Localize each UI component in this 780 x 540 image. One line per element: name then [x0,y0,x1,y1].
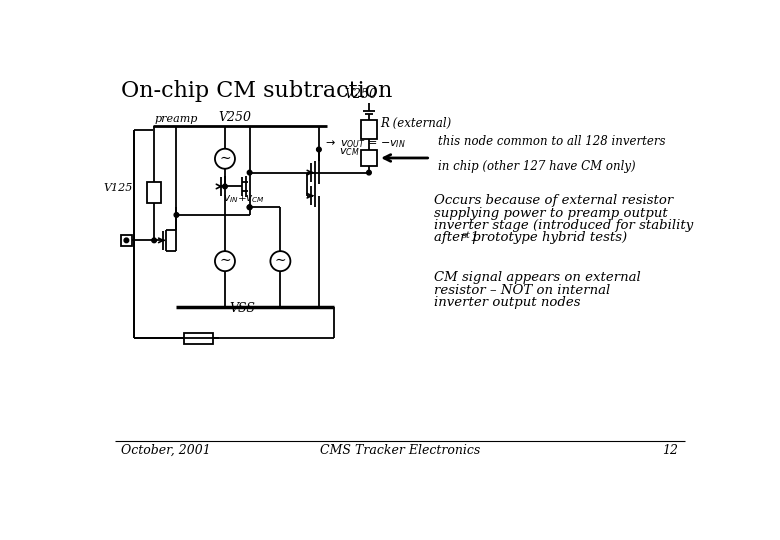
Text: inverter stage (introduced for stability: inverter stage (introduced for stability [434,219,693,232]
Circle shape [215,148,235,168]
Text: On-chip CM subtraction: On-chip CM subtraction [121,80,392,102]
Bar [147,182,161,204]
Circle shape [174,213,179,217]
Bar [121,235,132,246]
Circle shape [215,251,235,271]
Text: ∼: ∼ [219,151,231,165]
Text: 12: 12 [662,444,679,457]
Text: after 1: after 1 [434,231,480,244]
Text: ∼: ∼ [219,253,231,267]
Circle shape [317,147,321,152]
Circle shape [367,170,371,175]
Circle shape [271,251,290,271]
Text: CMS Tracker Electronics: CMS Tracker Electronics [320,444,480,457]
Text: VSS: VSS [229,302,255,315]
Text: supplying power to preamp output: supplying power to preamp output [434,207,668,220]
Circle shape [247,205,252,210]
Text: $v_{IN}$+$v_{CM}$: $v_{IN}$+$v_{CM}$ [222,193,264,205]
Text: V250: V250 [219,111,252,124]
Text: $\rightarrow$ $v_{OUT}$ = $-v_{IN}$: $\rightarrow$ $v_{OUT}$ = $-v_{IN}$ [323,138,406,150]
Text: inverter output nodes: inverter output nodes [434,296,581,309]
Circle shape [152,238,157,242]
Circle shape [222,184,227,189]
Text: R (external): R (external) [380,117,451,130]
Text: Occurs because of external resistor: Occurs because of external resistor [434,194,674,207]
Text: CM signal appears on external: CM signal appears on external [434,271,641,284]
Circle shape [247,170,252,175]
Text: October, 2001: October, 2001 [121,444,211,457]
Text: preamp: preamp [155,114,198,124]
Text: V250: V250 [345,88,378,101]
Bar [184,333,214,343]
Text: resistor – NOT on internal: resistor – NOT on internal [434,284,611,296]
Text: $v_{CM}$: $v_{CM}$ [339,146,360,158]
Text: ∼: ∼ [275,253,286,267]
Bar [361,120,377,139]
Circle shape [247,205,252,210]
Text: V125: V125 [103,184,133,193]
Text: this node common to all 128 inverters: this node common to all 128 inverters [438,135,666,148]
Circle shape [124,238,129,242]
Text: prototype hybrid tests): prototype hybrid tests) [468,231,627,244]
Text: in chip (other 127 have CM only): in chip (other 127 have CM only) [438,160,636,173]
Bar [361,150,377,166]
Text: st: st [462,231,471,240]
